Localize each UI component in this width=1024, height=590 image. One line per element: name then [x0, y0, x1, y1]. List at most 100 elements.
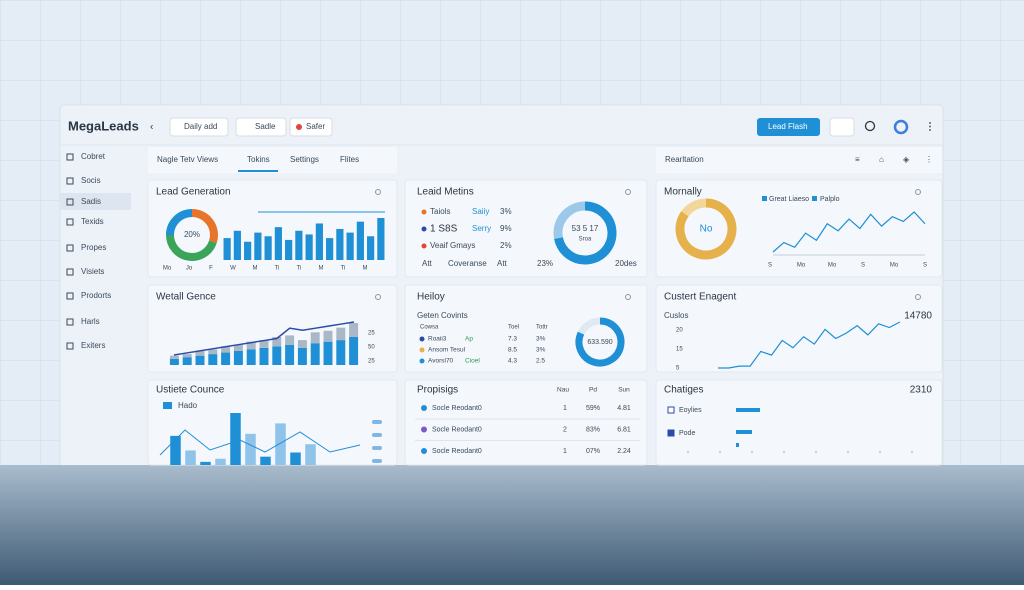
action-button[interactable]: [757, 118, 820, 136]
icon[interactable]: ⌂: [879, 155, 884, 164]
bar: [208, 354, 218, 365]
back-icon[interactable]: ‹: [150, 122, 153, 133]
icon[interactable]: ≡: [855, 155, 860, 164]
line: [718, 321, 901, 369]
label: 1 S8S: [430, 224, 458, 235]
label: Great Liaeso: [769, 196, 809, 203]
bar: [349, 337, 359, 365]
bar: [185, 450, 196, 465]
sidebar-icon: [66, 177, 74, 185]
label: Pd: [589, 387, 597, 394]
donut-segment: [675, 198, 737, 260]
tab[interactable]: Nagle Tetv Views: [157, 155, 218, 164]
label: 50: [368, 345, 375, 351]
icon-button[interactable]: [829, 117, 855, 137]
control-label: Safer: [306, 122, 325, 131]
control[interactable]: [235, 117, 287, 137]
card: [404, 284, 648, 373]
icon[interactable]: ◈: [903, 155, 910, 164]
row-icon: [421, 426, 427, 433]
bar: [285, 335, 295, 345]
bar: [272, 337, 282, 347]
label: M: [319, 266, 324, 272]
card-title: Propisigs: [417, 385, 458, 396]
side-panel-header: [656, 147, 942, 173]
bar: [336, 340, 346, 365]
sidebar-item[interactable]: Propes: [81, 243, 106, 252]
tab[interactable]: Flites: [340, 155, 359, 164]
label: 4.81: [617, 405, 631, 412]
label: Eoylies: [679, 407, 702, 414]
label: Cioel: [465, 358, 480, 365]
sidebar-item[interactable]: Sadis: [81, 197, 101, 206]
bar: [349, 323, 359, 337]
line: [173, 321, 355, 356]
label: Serry: [472, 224, 491, 233]
sidebar-icon: [66, 318, 74, 326]
bar: [275, 423, 286, 465]
control[interactable]: [289, 117, 333, 137]
status-dot: [296, 124, 302, 130]
bar: [246, 341, 256, 350]
legend-swatch: [812, 196, 817, 201]
bar: [310, 343, 320, 365]
bar: [221, 352, 231, 365]
bar: [377, 218, 385, 260]
search-icon[interactable]: [864, 120, 876, 132]
card-title: Heiloy: [417, 292, 445, 303]
card-title: Wetall Gence: [156, 292, 216, 303]
icon[interactable]: ⋮: [925, 155, 933, 164]
menu-icon[interactable]: ⋮: [925, 122, 935, 133]
label: Socle Reodant0: [432, 426, 482, 433]
label: Sroa: [579, 237, 592, 243]
bar: [297, 340, 307, 348]
label: S: [768, 263, 772, 269]
legend-dot: [421, 243, 427, 249]
label: 2%: [500, 241, 512, 250]
bar: [182, 357, 192, 365]
bar: [259, 347, 269, 365]
control[interactable]: [169, 117, 229, 137]
donut-segment: [575, 317, 625, 367]
sidebar-item[interactable]: Visiets: [81, 267, 104, 276]
legend-label: Hado: [178, 401, 198, 410]
label: 4.3: [508, 358, 517, 365]
card: [147, 379, 398, 466]
total: 14780: [904, 311, 932, 322]
sidebar-item[interactable]: Prodorts: [81, 291, 111, 300]
bar: [323, 341, 333, 365]
bar: [272, 346, 282, 365]
label: 633.590: [587, 339, 612, 346]
bar: [233, 230, 241, 260]
sidebar-item[interactable]: Cobret: [81, 152, 106, 161]
label: S: [861, 263, 865, 269]
bar: [244, 241, 252, 260]
brand: MegaLeads: [68, 118, 139, 133]
bar: [230, 413, 241, 465]
sidebar-icon: [66, 292, 74, 300]
sidebar-item[interactable]: Socis: [81, 176, 101, 185]
label: Tottr: [536, 325, 548, 331]
label: 53 5 17: [572, 224, 599, 233]
label: Sun: [618, 387, 630, 394]
tab[interactable]: Tokins: [247, 155, 270, 164]
hbar: [736, 430, 752, 434]
bar: [315, 223, 323, 260]
label: Ti: [275, 266, 280, 272]
tab[interactable]: Settings: [290, 155, 319, 164]
bar: [285, 239, 293, 260]
account-icon[interactable]: [893, 119, 909, 135]
card-menu: [915, 189, 921, 195]
label: 20: [676, 328, 683, 334]
legend-swatch: [163, 402, 172, 409]
sidebar-item[interactable]: Harls: [81, 317, 100, 326]
label: Toel: [508, 325, 519, 331]
bar: [254, 232, 262, 260]
label: 9%: [500, 224, 512, 233]
sidebar-item[interactable]: Exiters: [81, 341, 105, 350]
label: 3%: [536, 336, 546, 343]
control-label: Daily add: [184, 122, 217, 131]
sidebar-item[interactable]: Texids: [81, 217, 104, 226]
pill: [372, 433, 382, 437]
